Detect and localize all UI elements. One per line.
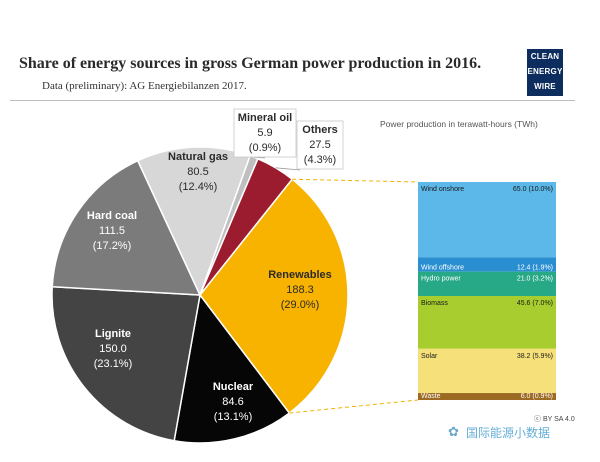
pie-slice-renewables bbox=[199, 178, 349, 415]
pie-share-renewables: (29.0%) bbox=[281, 299, 320, 311]
label-box-mineral-oil bbox=[233, 108, 297, 158]
renewables-breakdown-bar: Wind onshore 65.0 (10.0%) Wind offshore 12.… bbox=[418, 182, 556, 400]
pie-label-others: Others bbox=[302, 124, 337, 136]
bar-segment-wind-onshore bbox=[418, 182, 556, 258]
pie-share-mineral-oil: (0.9%) bbox=[249, 142, 281, 154]
bar-value-biomass: 45.6 (7.0%) bbox=[517, 300, 553, 307]
pie-share-lignite: (23.1%) bbox=[94, 358, 133, 370]
bar-segment-hydro-power bbox=[418, 271, 556, 296]
bar-segment-waste bbox=[418, 393, 556, 400]
bar-label-wind-onshore: Wind onshore bbox=[421, 186, 464, 193]
pie-share-hard-coal: (17.2%) bbox=[93, 240, 132, 252]
pie-label-natural-gas: Natural gas bbox=[168, 151, 228, 163]
pie-value-lignite: 150.0 bbox=[99, 343, 127, 355]
pie-slice-lignite bbox=[51, 285, 201, 442]
header-divider bbox=[10, 100, 575, 101]
bar-value-wind-offshore: 12.4 (1.9%) bbox=[517, 265, 553, 272]
bar-label-solar: Solar bbox=[421, 353, 438, 360]
bar-segment-wind-offshore bbox=[418, 257, 556, 272]
pie-slice-nuclear bbox=[173, 293, 291, 444]
pie-value-others: 27.5 bbox=[309, 139, 330, 151]
pie-label-renewables: Renewables bbox=[268, 269, 332, 281]
unit-note: Power production in terawatt-hours (TWh) bbox=[380, 119, 538, 129]
logo-line-1: CLEAN bbox=[530, 52, 560, 61]
pie-label-mineral-oil: Mineral oil bbox=[238, 112, 292, 124]
pie-labels: Renewables 188.3 (29.0%) Nuclear 84.6 (13.1%)… bbox=[87, 108, 344, 423]
pie-label-nuclear: Nuclear bbox=[213, 381, 254, 393]
bar-value-solar: 38.2 (5.9%) bbox=[517, 353, 553, 360]
pie-value-renewables: 188.3 bbox=[286, 284, 314, 296]
chat-icon: ✿ bbox=[448, 424, 459, 439]
connector-top bbox=[292, 178, 419, 183]
logo-line-2: ENERGY bbox=[527, 67, 563, 76]
pie-slice-hard-coal bbox=[51, 159, 202, 296]
bar-label-waste: Waste bbox=[421, 393, 441, 400]
bar-label-hydro-power: Hydro power bbox=[421, 276, 461, 283]
chart-subtitle: Data (preliminary): AG Energiebilanzen 2… bbox=[42, 80, 247, 92]
bar-label-biomass: Biomass bbox=[421, 300, 448, 307]
connector-bottom bbox=[289, 399, 419, 414]
pie-share-others: (4.3%) bbox=[304, 154, 336, 166]
header: Share of energy sources in gross German … bbox=[0, 0, 600, 110]
license-badge: ⓒ BY SA 4.0 bbox=[534, 416, 575, 423]
pie-share-natural-gas: (12.4%) bbox=[179, 181, 218, 193]
clean-energy-wire-logo: CLEAN ENERGY WIRE bbox=[527, 49, 563, 96]
pie-share-nuclear: (13.1%) bbox=[214, 411, 253, 423]
chart-title: Share of energy sources in gross German … bbox=[19, 55, 482, 72]
bar-segment-biomass bbox=[418, 295, 556, 349]
bar-value-waste: 6.0 (0.9%) bbox=[521, 393, 553, 400]
pie-value-hard-coal: 111.5 bbox=[99, 225, 125, 237]
bar-value-hydro-power: 21.0 (3.2%) bbox=[517, 276, 553, 283]
pie-label-hard-coal: Hard coal bbox=[87, 210, 137, 222]
bar-label-wind-offshore: Wind offshore bbox=[421, 265, 464, 272]
label-box-others bbox=[296, 120, 344, 170]
pie-label-lignite: Lignite bbox=[95, 328, 131, 340]
pie-value-natural-gas: 80.5 bbox=[187, 166, 208, 178]
logo-line-3: WIRE bbox=[534, 82, 556, 91]
watermark: 国际能源小数据 bbox=[466, 426, 551, 440]
bar-value-wind-onshore: 65.0 (10.0%) bbox=[513, 186, 553, 193]
pie-value-mineral-oil: 5.9 bbox=[257, 127, 272, 139]
license-text: BY SA 4.0 bbox=[542, 416, 575, 423]
pie-value-nuclear: 84.6 bbox=[222, 396, 243, 408]
leader-line-others bbox=[275, 167, 301, 171]
bar-segment-solar bbox=[418, 348, 556, 394]
